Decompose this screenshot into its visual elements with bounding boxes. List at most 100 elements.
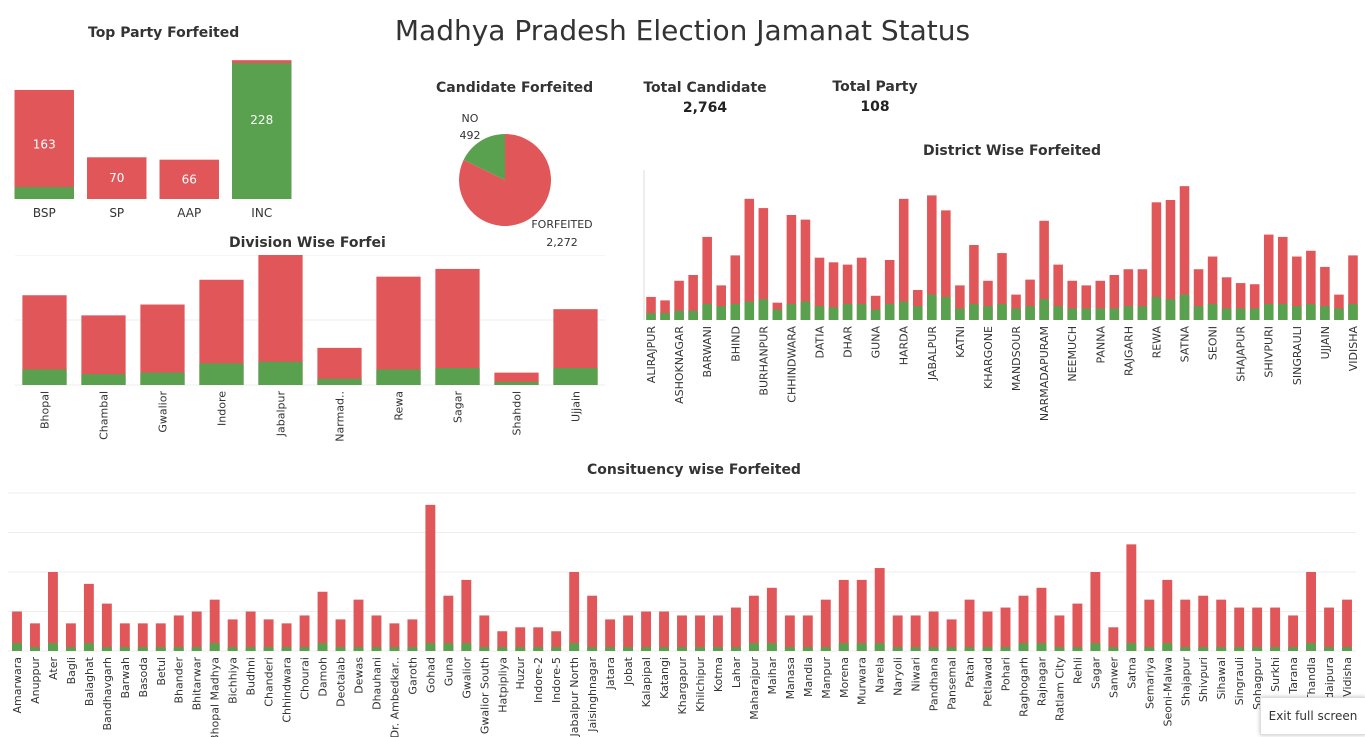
bar-forfeited [946,619,957,651]
bar-forfeited [389,623,400,651]
bar-not-forfeited [119,647,130,651]
bar-forfeited [479,615,490,651]
bar-forfeited [641,611,651,651]
tick-label: Guna [442,657,455,686]
bar-not-forfeited [443,643,454,651]
bar-not-forfeited [281,647,292,651]
bar-not-forfeited [1306,643,1317,651]
tick-label: Sagar [452,391,465,423]
bar-forfeited [515,627,526,651]
bar-not-forfeited [425,643,436,651]
bar-forfeited [716,285,726,320]
bar-forfeited [1054,615,1065,651]
tick-label: Khilchipur [694,657,707,712]
tick-label: Jaisinghnagar [586,657,599,733]
bar-not-forfeited [1137,306,1148,320]
bar-not-forfeited [814,306,825,320]
tick-label: Morena [838,657,851,698]
tick-label: KATNI [954,326,967,358]
data-label: 70 [109,171,124,185]
tick-label: Khargapur [676,657,689,715]
district-chart: ALIRAJPUR ASHOKNAGAR BARWANI BHIND BURHANPUR… [643,170,1360,421]
bar-forfeited [81,315,126,385]
bar-not-forfeited [140,372,185,385]
pie-label-value: 492 [460,129,481,142]
tick-label: Sihawal [1215,657,1228,700]
bar-not-forfeited [730,303,741,320]
bar-not-forfeited [479,647,490,651]
bar-forfeited [119,623,130,651]
total-candidate-label: Total Candidate [643,80,767,96]
bar-forfeited [955,285,965,320]
tick-label: UJJAIN [1319,326,1332,359]
tick-label: BARWANI [701,326,714,378]
bar-forfeited [982,611,993,651]
bar-not-forfeited [983,306,993,320]
bar-not-forfeited [335,647,346,651]
bar-not-forfeited [912,306,923,320]
tick-label: Vidisha [1341,657,1354,697]
bar-not-forfeited [1288,647,1299,651]
tick-label: Anuppur [29,657,42,704]
bar-not-forfeited [1179,294,1190,320]
bar-forfeited [1053,264,1063,320]
tick-label: Betul [155,657,168,686]
bar-forfeited [1095,280,1106,320]
tick-label: Gwalior [460,657,473,699]
bar-not-forfeited [65,647,76,651]
bar-forfeited [674,280,684,320]
constituency-title: Consituency wise Forfeited [587,462,801,478]
tick-label: Raghogarh [1017,657,1030,717]
tick-label: Manasa [784,657,797,699]
bar-forfeited [263,619,274,651]
bar-not-forfeited [1342,647,1352,651]
division-title: Division Wise Forfeited [229,235,385,251]
bar-not-forfeited [800,301,811,320]
bar-forfeited [1036,587,1047,651]
tick-label: Tarana [1287,657,1300,695]
bar-not-forfeited [1278,303,1288,320]
bar-forfeited [47,572,58,651]
tick-label: Jabalpur North [568,657,581,737]
tick-label: Amarwara [11,657,24,714]
bar-forfeited [748,595,759,651]
tick-label: Indore-5 [550,657,563,703]
bar-not-forfeited [1000,647,1011,651]
bar-not-forfeited [1221,308,1232,320]
bar-not-forfeited [22,369,67,385]
page-title: Madhya Pradesh Election Jamanat Status [394,14,971,47]
tick-label: Jatara [604,657,617,690]
bar-not-forfeited [81,374,126,385]
bar-forfeited [317,591,328,651]
bar-forfeited [659,611,669,651]
bar-not-forfeited [1108,647,1119,651]
top-party-title: Top Party Forfeited [88,25,240,41]
tick-label: PANNA [1094,326,1107,364]
bar-forfeited [898,198,909,320]
tick-label: JABALPUR [926,326,939,381]
bar-not-forfeited [955,308,965,320]
tick-label: Garoth [406,657,419,695]
bar-forfeited [425,504,436,651]
tick-label: Chanderi [263,657,276,707]
bar-forfeited [1334,294,1344,320]
exit-full-screen-button[interactable]: Exit full screen [1260,697,1365,735]
bar-not-forfeited [1348,303,1358,320]
bar-not-forfeited [1151,296,1162,320]
data-label: 66 [182,172,197,186]
tick-label: Bichhiya [227,657,240,704]
tick-label: Basoda [137,657,150,697]
bar-forfeited [159,159,219,199]
tick-label: Deotalab [335,657,348,707]
tick-label: Rewa [393,391,406,421]
bar-not-forfeited [1324,647,1334,651]
tick-label: Shajapur [1179,657,1192,706]
tick-label: Maharajpur [748,657,761,720]
tick-label: Lahar [730,657,743,689]
bar-forfeited [758,208,769,320]
tick-label: DATIA [813,326,826,359]
bar-forfeited [245,611,256,651]
tick-label: Narela [874,657,887,693]
bar-not-forfeited [515,647,526,651]
bar-not-forfeited [660,313,670,320]
